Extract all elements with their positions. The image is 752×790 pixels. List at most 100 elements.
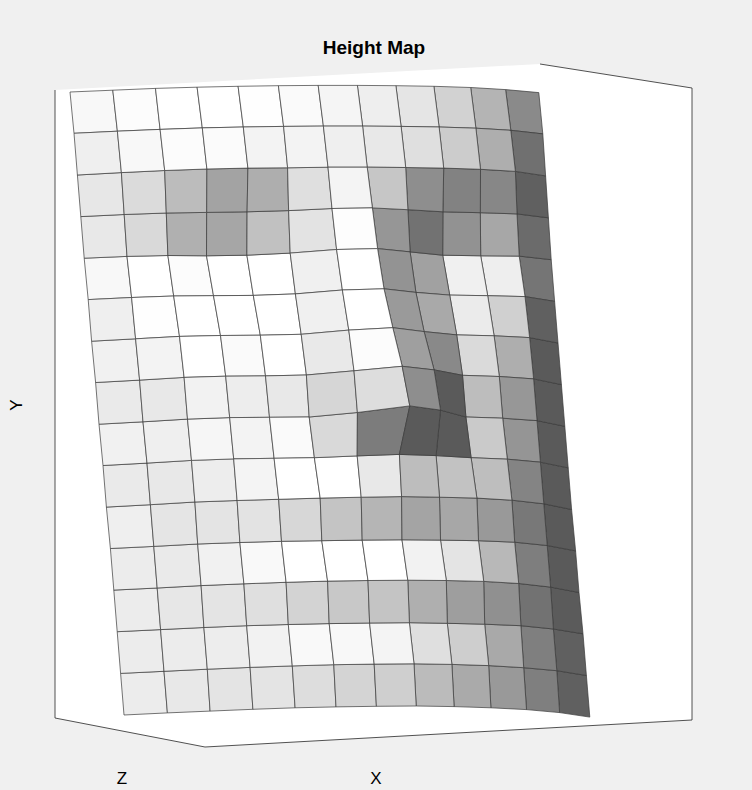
surface-patch [290,250,342,294]
z-axis-label: Z [117,769,127,788]
surface-patch [410,252,450,295]
surface-patch [402,540,446,581]
surface-patch [121,171,166,215]
surface-patch [480,169,517,214]
surface-patch [402,366,440,410]
surface-patch [195,501,240,545]
surface-patch [132,296,180,339]
surface-patch [110,546,157,590]
surface-patch [150,502,197,546]
surface-patch [207,667,253,711]
surface-patch [540,462,571,509]
surface-patch [207,168,248,212]
surface-patch [370,623,414,664]
surface-patch [399,406,440,456]
surface-patch [154,544,201,588]
surface-patch [253,294,301,335]
surface-patch [127,256,174,298]
surface-patch [156,87,203,129]
surface-patch [214,295,261,335]
surface-patch [174,296,221,337]
surface-patch [99,422,147,466]
surface-patch [515,542,551,587]
surface-patch [443,255,488,296]
surface-patch [368,580,409,623]
surface-patch [485,624,524,668]
surface-patch [374,664,416,707]
surface-patch [408,210,443,256]
surface-patch [471,88,511,131]
surface-patch [240,541,286,584]
surface-patch [329,623,374,665]
surface-patch [457,335,500,377]
surface-patch [117,630,164,674]
surface-patch [525,297,558,343]
surface-patch [77,173,124,217]
surface-patch [450,295,494,336]
surface-patch [357,454,401,497]
surface-patch [436,456,477,499]
axis-line [55,718,205,747]
surface-patch [401,126,444,168]
surface-patch [484,581,521,625]
surface-patch [534,379,565,426]
surface-patch [524,668,560,713]
surface-patch [517,214,551,260]
surface-patch [202,127,248,169]
surface-patch [537,421,568,468]
surface-patch [121,671,168,715]
surface-patch [362,540,408,581]
surface-patch [180,336,226,378]
surface-patch [477,498,515,542]
surface-patch [349,328,402,371]
surface-patch [270,417,315,458]
surface-patch [306,371,357,417]
surface-patch [399,454,439,497]
surface-patch [161,628,208,672]
surface-patch [278,85,323,126]
surface-patch [318,85,362,126]
surface-patch [396,86,439,127]
surface-patch [168,256,214,297]
surface-patch [402,497,441,540]
surface-patch [512,500,547,545]
surface-patch [279,498,322,541]
surface-patch [113,88,160,131]
surface-patch [247,253,296,295]
surface-patch [96,380,143,424]
surface-patch [192,459,238,502]
surface-patch [446,581,484,625]
surface-patch [440,497,479,541]
surface-patch [289,209,337,254]
y-axis-label: Y [7,399,26,410]
surface-patch [447,623,488,665]
surface-patch [328,167,372,208]
surface-patch [476,128,516,171]
surface-patch [292,665,336,708]
surface-patch [221,335,266,376]
surface-patch [515,171,548,217]
surface-patch [439,127,480,169]
surface-patch [81,215,127,259]
title: Height Map [323,37,425,58]
surface-patch [143,419,192,463]
surface-patch [544,504,576,551]
surface-patch [147,460,195,504]
surface-patch [282,541,328,583]
surface-patch [323,126,367,167]
surface-patch [320,497,362,541]
surface-patch [443,168,481,213]
surface-patch [463,375,503,418]
surface-patch [494,336,533,379]
surface-patch [507,459,544,504]
surface-patch [372,208,410,252]
surface-patch [207,255,254,296]
surface-patch [361,497,402,540]
surface-patch [406,168,444,212]
axis-line [692,88,693,720]
surface-patch [354,366,410,412]
surface-patch [74,131,121,175]
surface-patch [481,256,525,297]
surface-patch [165,169,207,213]
surface-patch [288,167,332,210]
